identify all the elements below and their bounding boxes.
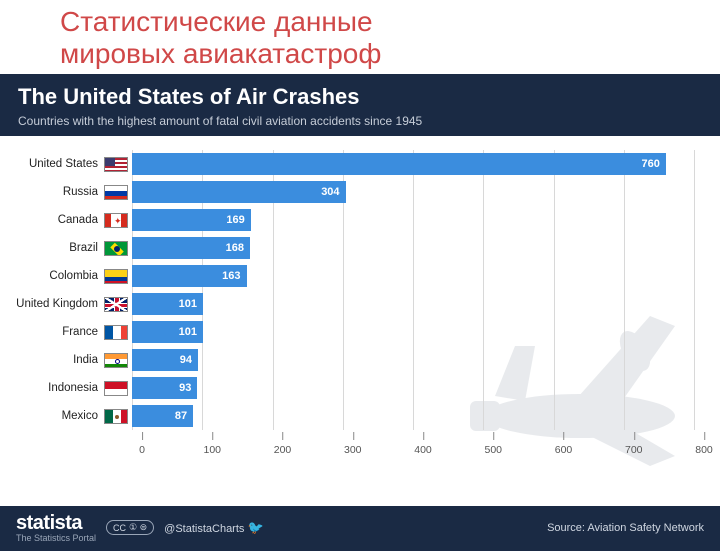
bar-value: 304 xyxy=(321,186,339,198)
country-label: Brazil xyxy=(10,242,104,254)
bar-value: 169 xyxy=(226,214,244,226)
bar-track: 93 xyxy=(128,374,710,402)
bar-track: 101 xyxy=(128,290,710,318)
brand-tagline: The Statistics Portal xyxy=(16,533,96,543)
bar-track: 760 xyxy=(128,150,710,178)
flag-icon-ru xyxy=(104,185,128,200)
x-tick: 300 xyxy=(344,444,362,456)
country-label: India xyxy=(10,354,104,366)
bar-track: 168 xyxy=(128,234,710,262)
bar-row: Russia 304 xyxy=(10,178,710,206)
cc-label: CC xyxy=(113,523,126,533)
footer-left: statista The Statistics Portal CC ① ⊜ @S… xyxy=(16,512,264,543)
x-tick: 0 xyxy=(139,444,145,456)
bar: 169 xyxy=(132,209,251,231)
bar-row: Brazil 168 xyxy=(10,234,710,262)
bar-track: 94 xyxy=(128,346,710,374)
source-attribution: Source: Aviation Safety Network xyxy=(547,522,704,534)
x-axis: 0100200300400500600700800 xyxy=(138,430,700,464)
bar: 87 xyxy=(132,405,193,427)
x-tick: 500 xyxy=(484,444,502,456)
bar: 760 xyxy=(132,153,666,175)
bar-value: 93 xyxy=(179,382,191,394)
bar-row: France 101 xyxy=(10,318,710,346)
country-label: Canada xyxy=(10,214,104,226)
flag-icon-ca: ✦ xyxy=(104,213,128,228)
bar-value: 101 xyxy=(179,326,197,338)
x-tick: 200 xyxy=(274,444,292,456)
x-tick: 400 xyxy=(414,444,432,456)
bar-track: 163 xyxy=(128,262,710,290)
chart-header: The United States of Air Crashes Countri… xyxy=(0,74,720,136)
x-tick: 700 xyxy=(625,444,643,456)
flag-icon-mx xyxy=(104,409,128,424)
chart-footer: statista The Statistics Portal CC ① ⊜ @S… xyxy=(0,506,720,551)
chart-subtitle: Countries with the highest amount of fat… xyxy=(18,114,702,128)
flag-icon-in xyxy=(104,353,128,368)
country-label: Mexico xyxy=(10,410,104,422)
bar-row: United States 760 xyxy=(10,150,710,178)
bar-track: 87 xyxy=(128,402,710,430)
chart-title: The United States of Air Crashes xyxy=(18,84,702,110)
flag-icon-br xyxy=(104,241,128,256)
x-tick: 800 xyxy=(695,444,713,456)
brand-block: statista The Statistics Portal xyxy=(16,512,96,543)
bar-track: 101 xyxy=(128,318,710,346)
twitter-handle: @StatistaCharts 🐦 xyxy=(164,520,264,536)
bar: 93 xyxy=(132,377,197,399)
flag-icon-fr xyxy=(104,325,128,340)
plot-area: United States 760 Russia 304 Canada xyxy=(0,136,720,506)
bar: 304 xyxy=(132,181,346,203)
bar-row: United Kingdom 101 xyxy=(10,290,710,318)
x-tick: 600 xyxy=(555,444,573,456)
country-label: Indonesia xyxy=(10,382,104,394)
bar-row: Colombia 163 xyxy=(10,262,710,290)
country-label: Russia xyxy=(10,186,104,198)
bar-row: Indonesia 93 xyxy=(10,374,710,402)
bar: 94 xyxy=(132,349,198,371)
x-tick: 100 xyxy=(203,444,221,456)
bar: 101 xyxy=(132,293,203,315)
flag-icon-uk xyxy=(104,297,128,312)
bar-value: 101 xyxy=(179,298,197,310)
chart-container: The United States of Air Crashes Countri… xyxy=(0,74,720,551)
bar-row: Mexico 87 xyxy=(10,402,710,430)
twitter-icon: 🐦 xyxy=(247,520,263,535)
cc-license-badge: CC ① ⊜ xyxy=(106,520,154,535)
bars-group: United States 760 Russia 304 Canada xyxy=(10,150,710,430)
bar-track: 304 xyxy=(128,178,710,206)
country-label: United States xyxy=(10,158,104,170)
bar-value: 94 xyxy=(180,354,192,366)
flag-icon-us xyxy=(104,157,128,172)
flag-icon-co xyxy=(104,269,128,284)
bar-row: India 94 xyxy=(10,346,710,374)
bar-row: Canada ✦ 169 xyxy=(10,206,710,234)
country-label: United Kingdom xyxy=(10,298,104,310)
bar-value: 163 xyxy=(222,270,240,282)
bar: 163 xyxy=(132,265,247,287)
country-label: Colombia xyxy=(10,270,104,282)
brand-logo: statista xyxy=(16,512,96,535)
slide-title-line1: Статистические данные xyxy=(60,6,373,37)
slide-title: Статистические данные мировых авиакатаст… xyxy=(0,0,720,74)
bar: 168 xyxy=(132,237,250,259)
country-label: France xyxy=(10,326,104,338)
cc-icons: ① ⊜ xyxy=(129,522,147,533)
flag-icon-id xyxy=(104,381,128,396)
slide-title-line2: мировых авиакатастроф xyxy=(60,38,381,69)
bar-value: 760 xyxy=(642,158,660,170)
bar-value: 87 xyxy=(175,410,187,422)
bar-track: 169 xyxy=(128,206,710,234)
bar: 101 xyxy=(132,321,203,343)
bar-value: 168 xyxy=(226,242,244,254)
